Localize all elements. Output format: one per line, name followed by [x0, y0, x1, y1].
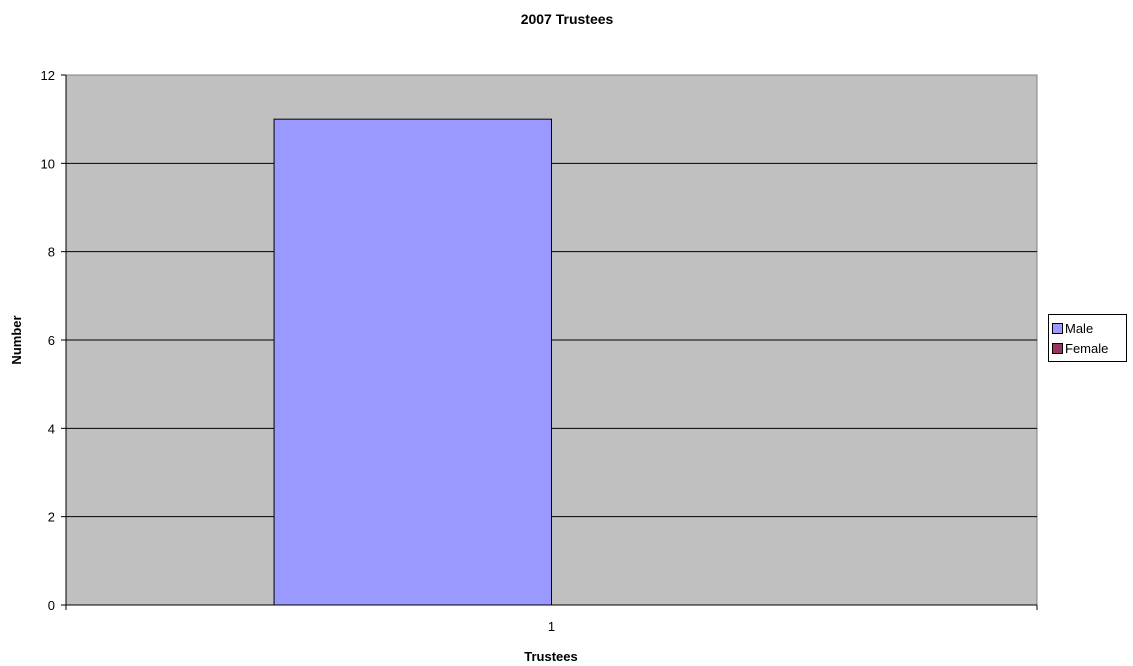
legend: Male Female — [1048, 314, 1127, 362]
legend-item-male: Male — [1052, 318, 1126, 338]
chart-title: 2007 Trustees — [521, 11, 614, 27]
y-tick-label: 6 — [48, 333, 55, 348]
legend-label: Female — [1065, 340, 1109, 356]
legend-swatch — [1052, 342, 1063, 354]
y-tick-labels: 0 2 4 6 8 10 12 — [41, 68, 55, 613]
bars — [273, 118, 552, 606]
axes — [61, 74, 1038, 610]
y-tick-label: 0 — [48, 598, 55, 613]
legend-label: Male — [1065, 320, 1094, 336]
y-axis-label: Number — [9, 315, 24, 364]
x-tick-label: 1 — [548, 619, 555, 634]
y-tick-label: 10 — [41, 156, 55, 171]
legend-item-female: Female — [1052, 338, 1126, 358]
x-axis-label: Trustees — [524, 649, 577, 664]
y-tick-label: 12 — [41, 68, 55, 83]
y-tick-label: 2 — [48, 510, 55, 525]
y-tick-label: 8 — [48, 245, 55, 260]
y-tick-label: 4 — [48, 421, 55, 436]
bar-male — [273, 118, 552, 606]
legend-swatch — [1052, 322, 1063, 334]
x-tick-labels: 1 — [548, 619, 555, 634]
